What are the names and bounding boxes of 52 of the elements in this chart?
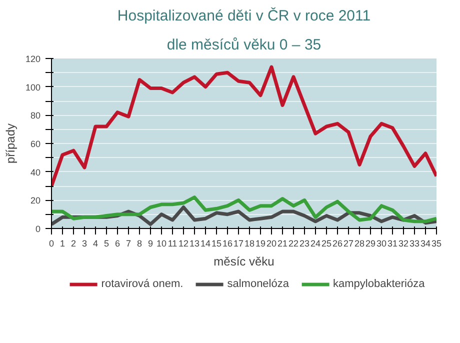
line-series (52, 65, 436, 188)
x-tick-label: 33 (409, 238, 420, 248)
x-tick-label: 5 (104, 238, 110, 248)
x-tick-label: 26 (332, 238, 343, 248)
x-tick-label: 28 (354, 238, 365, 248)
x-tick-label: 25 (321, 238, 332, 248)
legend-label: rotavirová onem. (101, 278, 184, 290)
y-tick-label: 120 (25, 54, 41, 64)
x-tick-label: 27 (343, 238, 354, 248)
x-tick-label: 19 (255, 238, 266, 248)
legend-label: kampylobakterióza (332, 278, 425, 290)
y-tick-label: 100 (25, 82, 41, 92)
x-tick-label: 23 (299, 238, 310, 248)
x-tick-label: 1 (60, 238, 66, 248)
y-tick-label: 0 (35, 224, 41, 234)
x-tick-label: 3 (82, 238, 88, 248)
x-tick-label: 30 (376, 238, 387, 248)
x-tick-label: 35 (431, 238, 442, 248)
x-tick-label: 13 (189, 238, 200, 248)
x-tick-label: 17 (233, 238, 244, 248)
x-tick-label: 14 (200, 238, 211, 248)
x-axis-title: měsíc věku (214, 254, 274, 268)
x-tick-label: 11 (168, 238, 178, 248)
x-tick-label: 20 (266, 238, 277, 248)
x-tick-label: 6 (114, 238, 120, 248)
y-tick-label: 60 (30, 139, 41, 149)
y-tick-label: 40 (30, 167, 41, 178)
x-tick-label: 24 (310, 238, 321, 248)
x-tick-label: 12 (178, 238, 189, 248)
chart-subtitle: dle měsíců věku 0 – 35 (166, 36, 322, 54)
x-tick-label: 22 (288, 238, 299, 248)
y-tick-label: 20 (30, 196, 41, 206)
legend-label: salmonelóza (227, 278, 289, 290)
x-tick-label: 29 (365, 238, 376, 248)
x-tick-label: 9 (148, 238, 154, 248)
x-tick-label: 21 (277, 238, 288, 248)
x-tick-label: 2 (70, 238, 76, 248)
x-tick-label: 31 (387, 238, 398, 248)
y-tick-label: 80 (30, 110, 41, 121)
line-series (52, 196, 436, 224)
x-tick-label: 34 (420, 238, 431, 248)
x-tick-label: 4 (92, 238, 98, 248)
x-tick-label: 18 (244, 238, 255, 248)
x-tick-label: 0 (48, 238, 54, 248)
x-tick-label: 32 (398, 238, 409, 248)
y-axis-title: případy (3, 123, 18, 164)
x-tick-label: 15 (211, 238, 222, 248)
x-tick-label: 16 (222, 238, 233, 248)
chart-title: Hospitalizované děti v ČR v roce 2011 (117, 6, 371, 24)
x-tick-label: 7 (126, 238, 132, 248)
x-tick-label: 10 (156, 238, 167, 248)
x-tick-label: 8 (136, 238, 142, 248)
